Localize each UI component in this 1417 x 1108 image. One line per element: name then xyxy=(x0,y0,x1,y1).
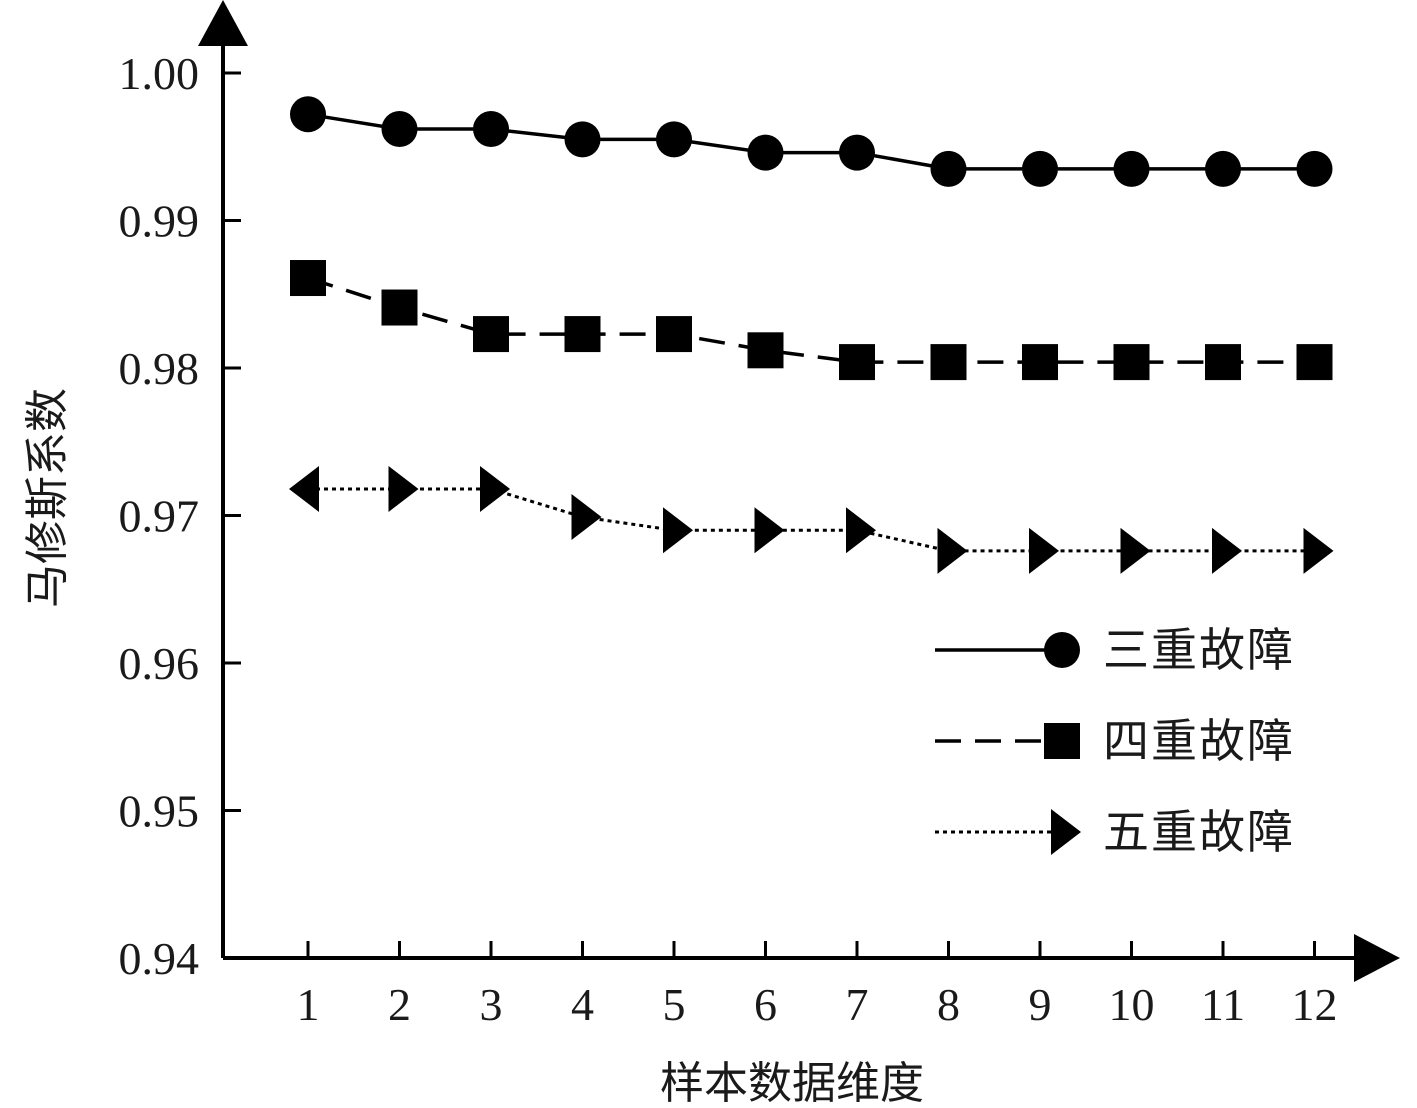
x-tick-label: 7 xyxy=(846,979,869,1030)
series-layer xyxy=(289,96,1334,574)
data-point xyxy=(1296,344,1333,381)
x-axis-arrow xyxy=(1354,934,1400,982)
y-axis-title: 马修斯系数 xyxy=(22,388,73,608)
data-point xyxy=(388,465,419,512)
data-point xyxy=(663,507,693,554)
data-point xyxy=(571,493,602,540)
data-point xyxy=(656,316,692,353)
data-point xyxy=(1113,150,1150,187)
data-point xyxy=(564,121,601,158)
data-point xyxy=(754,507,785,554)
data-point xyxy=(1022,150,1058,187)
legend-marker xyxy=(1044,723,1080,759)
data-point xyxy=(290,260,326,297)
x-tick-label: 9 xyxy=(1029,979,1052,1030)
data-point xyxy=(290,96,326,133)
data-point xyxy=(381,111,418,148)
series-3 xyxy=(289,465,1334,574)
data-point xyxy=(656,121,692,158)
x-tick-label: 12 xyxy=(1292,979,1338,1030)
legend-label: 三重故障 xyxy=(1103,623,1295,677)
legend-marker xyxy=(1051,809,1081,855)
data-point xyxy=(473,316,509,353)
legend-label: 四重故障 xyxy=(1103,714,1295,768)
legend-entry: 三重故障 xyxy=(935,623,1295,677)
data-point xyxy=(1296,150,1333,187)
series-line xyxy=(307,112,1315,171)
y-tick-label: 0.99 xyxy=(119,196,200,247)
legend-marker xyxy=(1044,632,1080,668)
x-tick-label: 8 xyxy=(937,979,960,1030)
y-tick-label: 0.95 xyxy=(119,786,200,837)
x-tick-label: 1 xyxy=(297,979,320,1030)
y-ticks: 1.00 0.99 0.98 0.97 0.96 0.95 0.94 xyxy=(119,48,241,984)
y-tick-label: 0.96 xyxy=(119,638,200,689)
data-point xyxy=(1205,344,1241,381)
data-point xyxy=(381,289,418,326)
series-line xyxy=(307,276,1315,364)
data-point xyxy=(473,111,509,148)
x-tick-label: 3 xyxy=(480,979,503,1030)
data-point xyxy=(564,316,601,353)
data-point xyxy=(1029,527,1059,574)
data-point xyxy=(1212,527,1242,574)
data-point xyxy=(1022,344,1058,381)
data-point xyxy=(480,465,510,512)
x-tick-label: 2 xyxy=(388,979,411,1030)
x-ticks: 1 2 3 4 5 6 7 8 9 10 11 12 xyxy=(297,941,1338,1030)
series-1 xyxy=(290,96,1333,187)
x-tick-label: 5 xyxy=(663,979,686,1030)
data-point xyxy=(846,507,876,554)
series-2 xyxy=(290,260,1333,381)
data-point xyxy=(930,150,967,187)
data-point xyxy=(937,527,968,574)
y-tick-label: 0.98 xyxy=(119,343,200,394)
series-line xyxy=(308,487,1315,553)
data-point xyxy=(1120,527,1151,574)
axes xyxy=(198,0,1400,982)
legend-entry: 四重故障 xyxy=(935,714,1295,768)
x-tick-label: 4 xyxy=(571,979,594,1030)
data-point xyxy=(747,134,784,171)
data-point xyxy=(747,332,784,369)
data-point xyxy=(1205,150,1241,187)
data-point xyxy=(1113,344,1150,381)
legend-label: 五重故障 xyxy=(1103,805,1295,859)
y-tick-label: 0.94 xyxy=(119,933,200,984)
x-axis-title: 样本数据维度 xyxy=(660,1058,924,1108)
data-point xyxy=(930,344,967,381)
x-tick-label: 10 xyxy=(1109,979,1155,1030)
x-tick-label: 6 xyxy=(754,979,777,1030)
y-tick-label: 1.00 xyxy=(119,48,200,99)
x-tick-label: 11 xyxy=(1201,979,1245,1030)
data-point xyxy=(289,465,319,512)
y-axis-arrow xyxy=(198,0,248,46)
data-point xyxy=(839,344,875,381)
data-point xyxy=(1303,527,1334,574)
legend-entry: 五重故障 xyxy=(935,805,1295,859)
y-tick-label: 0.97 xyxy=(119,491,200,542)
data-point xyxy=(839,134,875,171)
